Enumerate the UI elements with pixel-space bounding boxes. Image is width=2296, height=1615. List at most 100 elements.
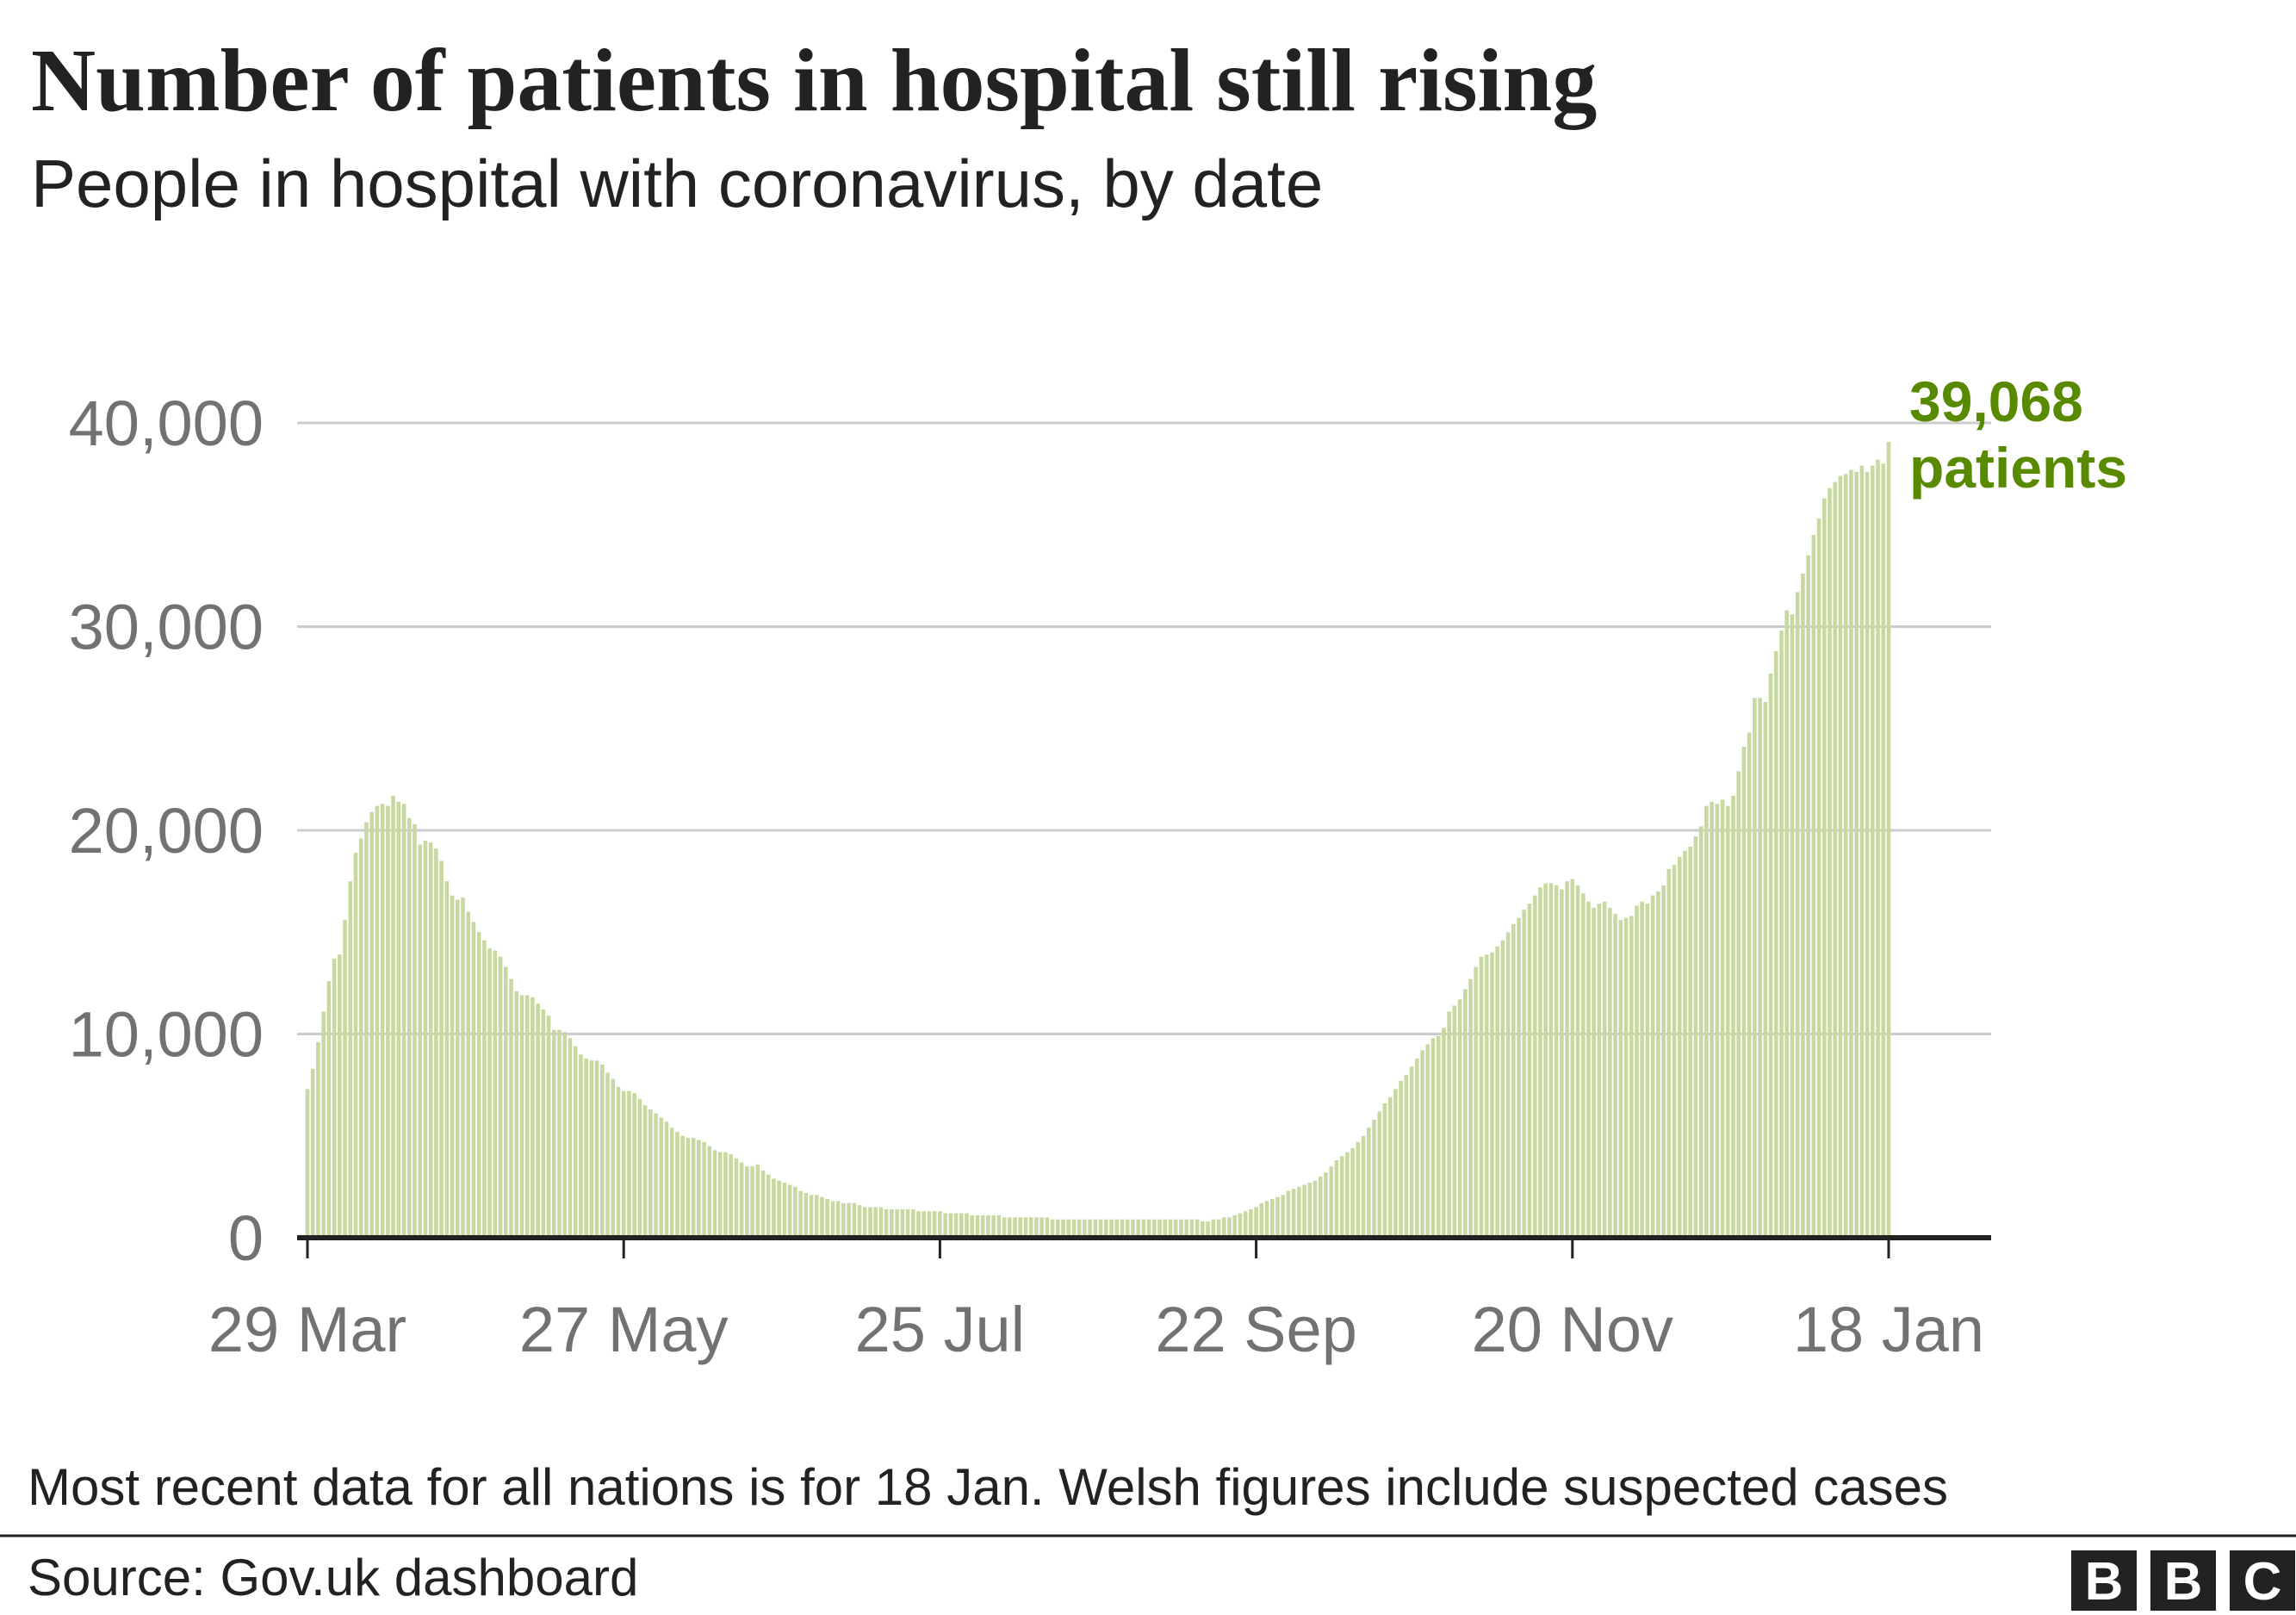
bar [1297,1186,1301,1238]
bar [669,1127,674,1238]
bar [579,1054,583,1238]
bar [1436,1035,1441,1238]
bar [1720,799,1725,1238]
x-tick-label: 22 Sep [1155,1294,1357,1365]
bar [847,1202,851,1238]
bar [455,899,460,1238]
bar [1490,952,1494,1238]
bar [1152,1219,1157,1238]
bar [1479,956,1484,1238]
bar [310,1068,315,1238]
bar [498,956,503,1238]
bar [1527,904,1532,1238]
bar [1613,913,1617,1238]
bar [675,1132,679,1238]
bar [905,1208,910,1238]
bar [401,804,406,1238]
bar [1179,1219,1183,1238]
bar [787,1184,792,1238]
bar [1790,614,1795,1238]
bar [1249,1208,1253,1238]
bar [745,1166,749,1238]
bar [1088,1219,1092,1238]
bar [830,1201,835,1238]
bar [380,804,385,1238]
bar [637,1099,642,1238]
bar [910,1208,915,1238]
bar [1758,698,1762,1238]
bar [1399,1080,1403,1238]
y-tick-label: 0 [228,1202,264,1274]
bar [1538,887,1542,1238]
bar [1801,574,1805,1238]
bar [1784,610,1790,1238]
bar [712,1150,717,1238]
bar [1560,889,1564,1238]
annotation: patients [1909,436,2127,500]
bar [1334,1160,1339,1238]
bar [642,1105,648,1238]
bar [1822,498,1827,1238]
x-tick-label: 20 Nov [1472,1294,1673,1365]
x-tick-label: 29 Mar [208,1294,406,1365]
bar [632,1093,636,1238]
bar [1608,907,1612,1238]
bar [697,1140,701,1238]
bar [1318,1177,1323,1238]
bar [1779,630,1784,1238]
bar [1291,1189,1296,1238]
bar [1816,519,1821,1238]
bar [476,932,481,1238]
bar [723,1152,728,1238]
bar [1457,999,1462,1238]
bar [862,1207,867,1238]
bar [1661,885,1666,1238]
bar [1425,1044,1430,1238]
bar [1098,1219,1103,1238]
bar [418,844,422,1238]
bar [760,1170,766,1238]
bar [948,1213,953,1238]
bar [1500,940,1505,1238]
bar [482,940,487,1238]
bar [1361,1135,1366,1238]
bar [1629,916,1634,1238]
bar [1077,1219,1082,1238]
bar [1484,954,1489,1238]
bar [996,1214,1002,1238]
bar [621,1090,626,1238]
bar [986,1214,990,1238]
bar [1736,771,1741,1238]
bar [1430,1038,1436,1238]
bar [1843,474,1848,1238]
bar [1109,1219,1114,1238]
bar [386,805,390,1238]
bar [1522,910,1527,1238]
bar [1131,1219,1135,1238]
bar [1881,463,1886,1238]
bar [1184,1219,1188,1238]
logo-letter: B [2085,1552,2124,1612]
logo: B B C [2071,1550,2295,1612]
bar [1688,846,1693,1238]
bar [1387,1096,1393,1238]
bar [551,1029,556,1238]
bar [1286,1190,1291,1238]
bar [873,1207,878,1238]
y-tick-label: 30,000 [69,592,264,663]
bar [1592,907,1596,1238]
bar [1377,1111,1382,1238]
bar [487,948,492,1238]
bar [1366,1127,1371,1238]
bar [1452,1005,1457,1238]
bar [991,1214,996,1238]
bar [343,920,347,1238]
bar [702,1141,706,1238]
bar [1635,905,1639,1238]
bar [1420,1050,1424,1238]
bar [546,1016,551,1238]
bar [627,1090,631,1238]
bar [1602,901,1607,1238]
bar [600,1064,605,1238]
bar [1189,1219,1195,1238]
